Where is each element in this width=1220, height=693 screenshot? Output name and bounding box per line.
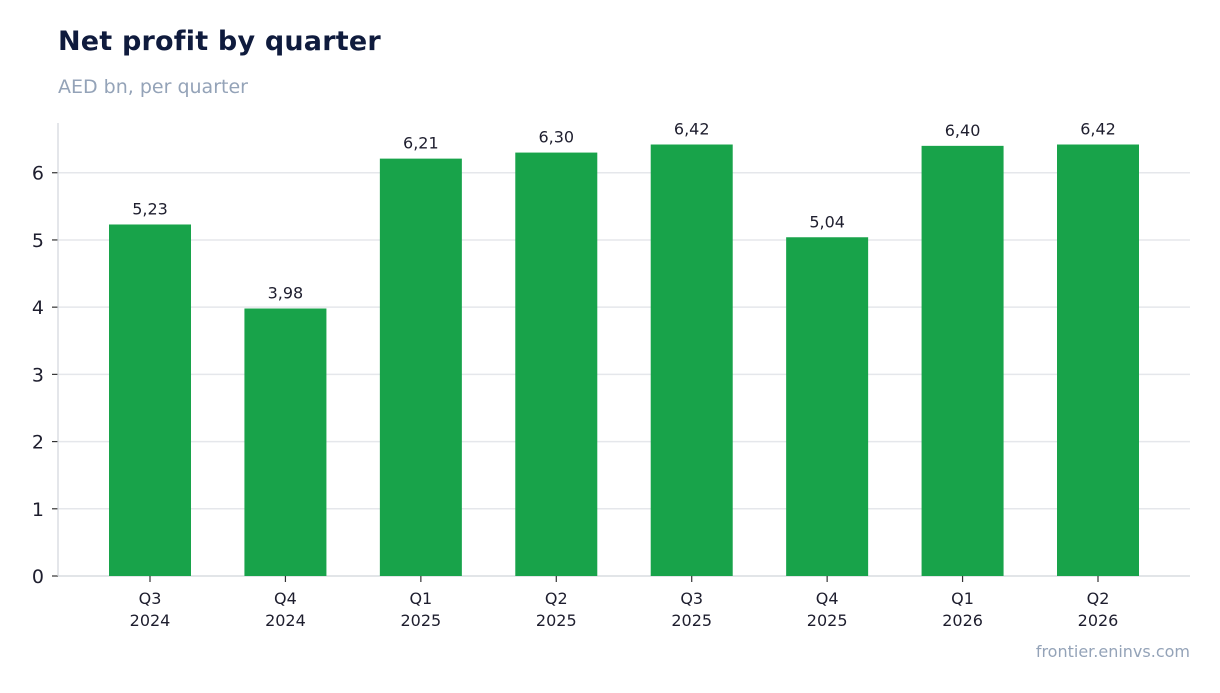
x-tick-label-year: 2024	[130, 611, 171, 630]
bar-value-label: 5,23	[132, 199, 168, 218]
bar-value-label: 6,42	[1080, 120, 1116, 139]
x-tick-label-quarter: Q1	[409, 589, 432, 608]
bar	[650, 144, 733, 576]
x-tick-label-quarter: Q2	[1087, 589, 1110, 608]
bar	[786, 237, 869, 576]
x-tick-label-quarter: Q4	[274, 589, 297, 608]
y-tick-label: 6	[32, 163, 44, 185]
x-tick-label-year: 2026	[942, 611, 983, 630]
bar-value-label: 3,98	[268, 284, 304, 303]
source-credit: frontier.eninvs.com	[1035, 642, 1190, 661]
bar-value-label: 6,30	[538, 128, 574, 147]
bar	[515, 152, 598, 576]
bar	[1057, 144, 1139, 576]
bar	[379, 158, 462, 577]
x-tick-label-quarter: Q3	[139, 589, 162, 608]
y-tick-label: 2	[32, 432, 44, 454]
x-tick-label-year: 2026	[1078, 611, 1119, 630]
y-tick-label: 4	[32, 297, 44, 319]
y-tick-label: 3	[32, 364, 44, 386]
bar	[109, 224, 191, 576]
x-tick-label-quarter: Q3	[680, 589, 703, 608]
x-tick-label-year: 2025	[400, 611, 441, 630]
x-tick-label-year: 2025	[671, 611, 712, 630]
x-tick-label-quarter: Q2	[545, 589, 568, 608]
x-tick-label-year: 2024	[265, 611, 306, 630]
y-tick-label: 0	[32, 566, 44, 588]
x-tick-label-quarter: Q4	[816, 589, 839, 608]
x-tick-label-quarter: Q1	[951, 589, 974, 608]
x-tick-label-year: 2025	[536, 611, 577, 630]
bar	[921, 145, 1004, 577]
y-tick-label: 1	[32, 499, 44, 521]
bar-value-label: 6,21	[403, 134, 439, 153]
bar-value-label: 6,42	[674, 120, 710, 139]
y-tick-label: 5	[32, 230, 44, 252]
bar-value-label: 6,40	[945, 121, 981, 140]
bar-value-label: 5,04	[809, 212, 845, 231]
x-tick-label-year: 2025	[807, 611, 848, 630]
chart-title: Net profit by quarter	[58, 26, 381, 57]
chart-subtitle: AED bn, per quarter	[58, 76, 248, 98]
bar	[244, 308, 327, 576]
